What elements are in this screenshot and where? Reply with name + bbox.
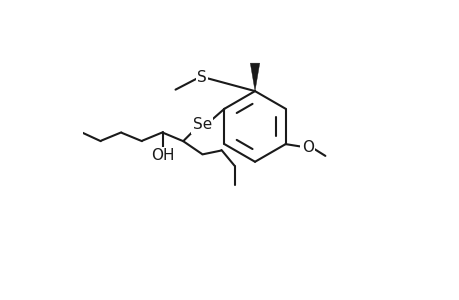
Text: O: O (301, 140, 313, 154)
Text: OH: OH (151, 148, 174, 164)
Text: Se: Se (192, 118, 212, 133)
Text: S: S (197, 70, 207, 86)
Polygon shape (250, 63, 259, 91)
